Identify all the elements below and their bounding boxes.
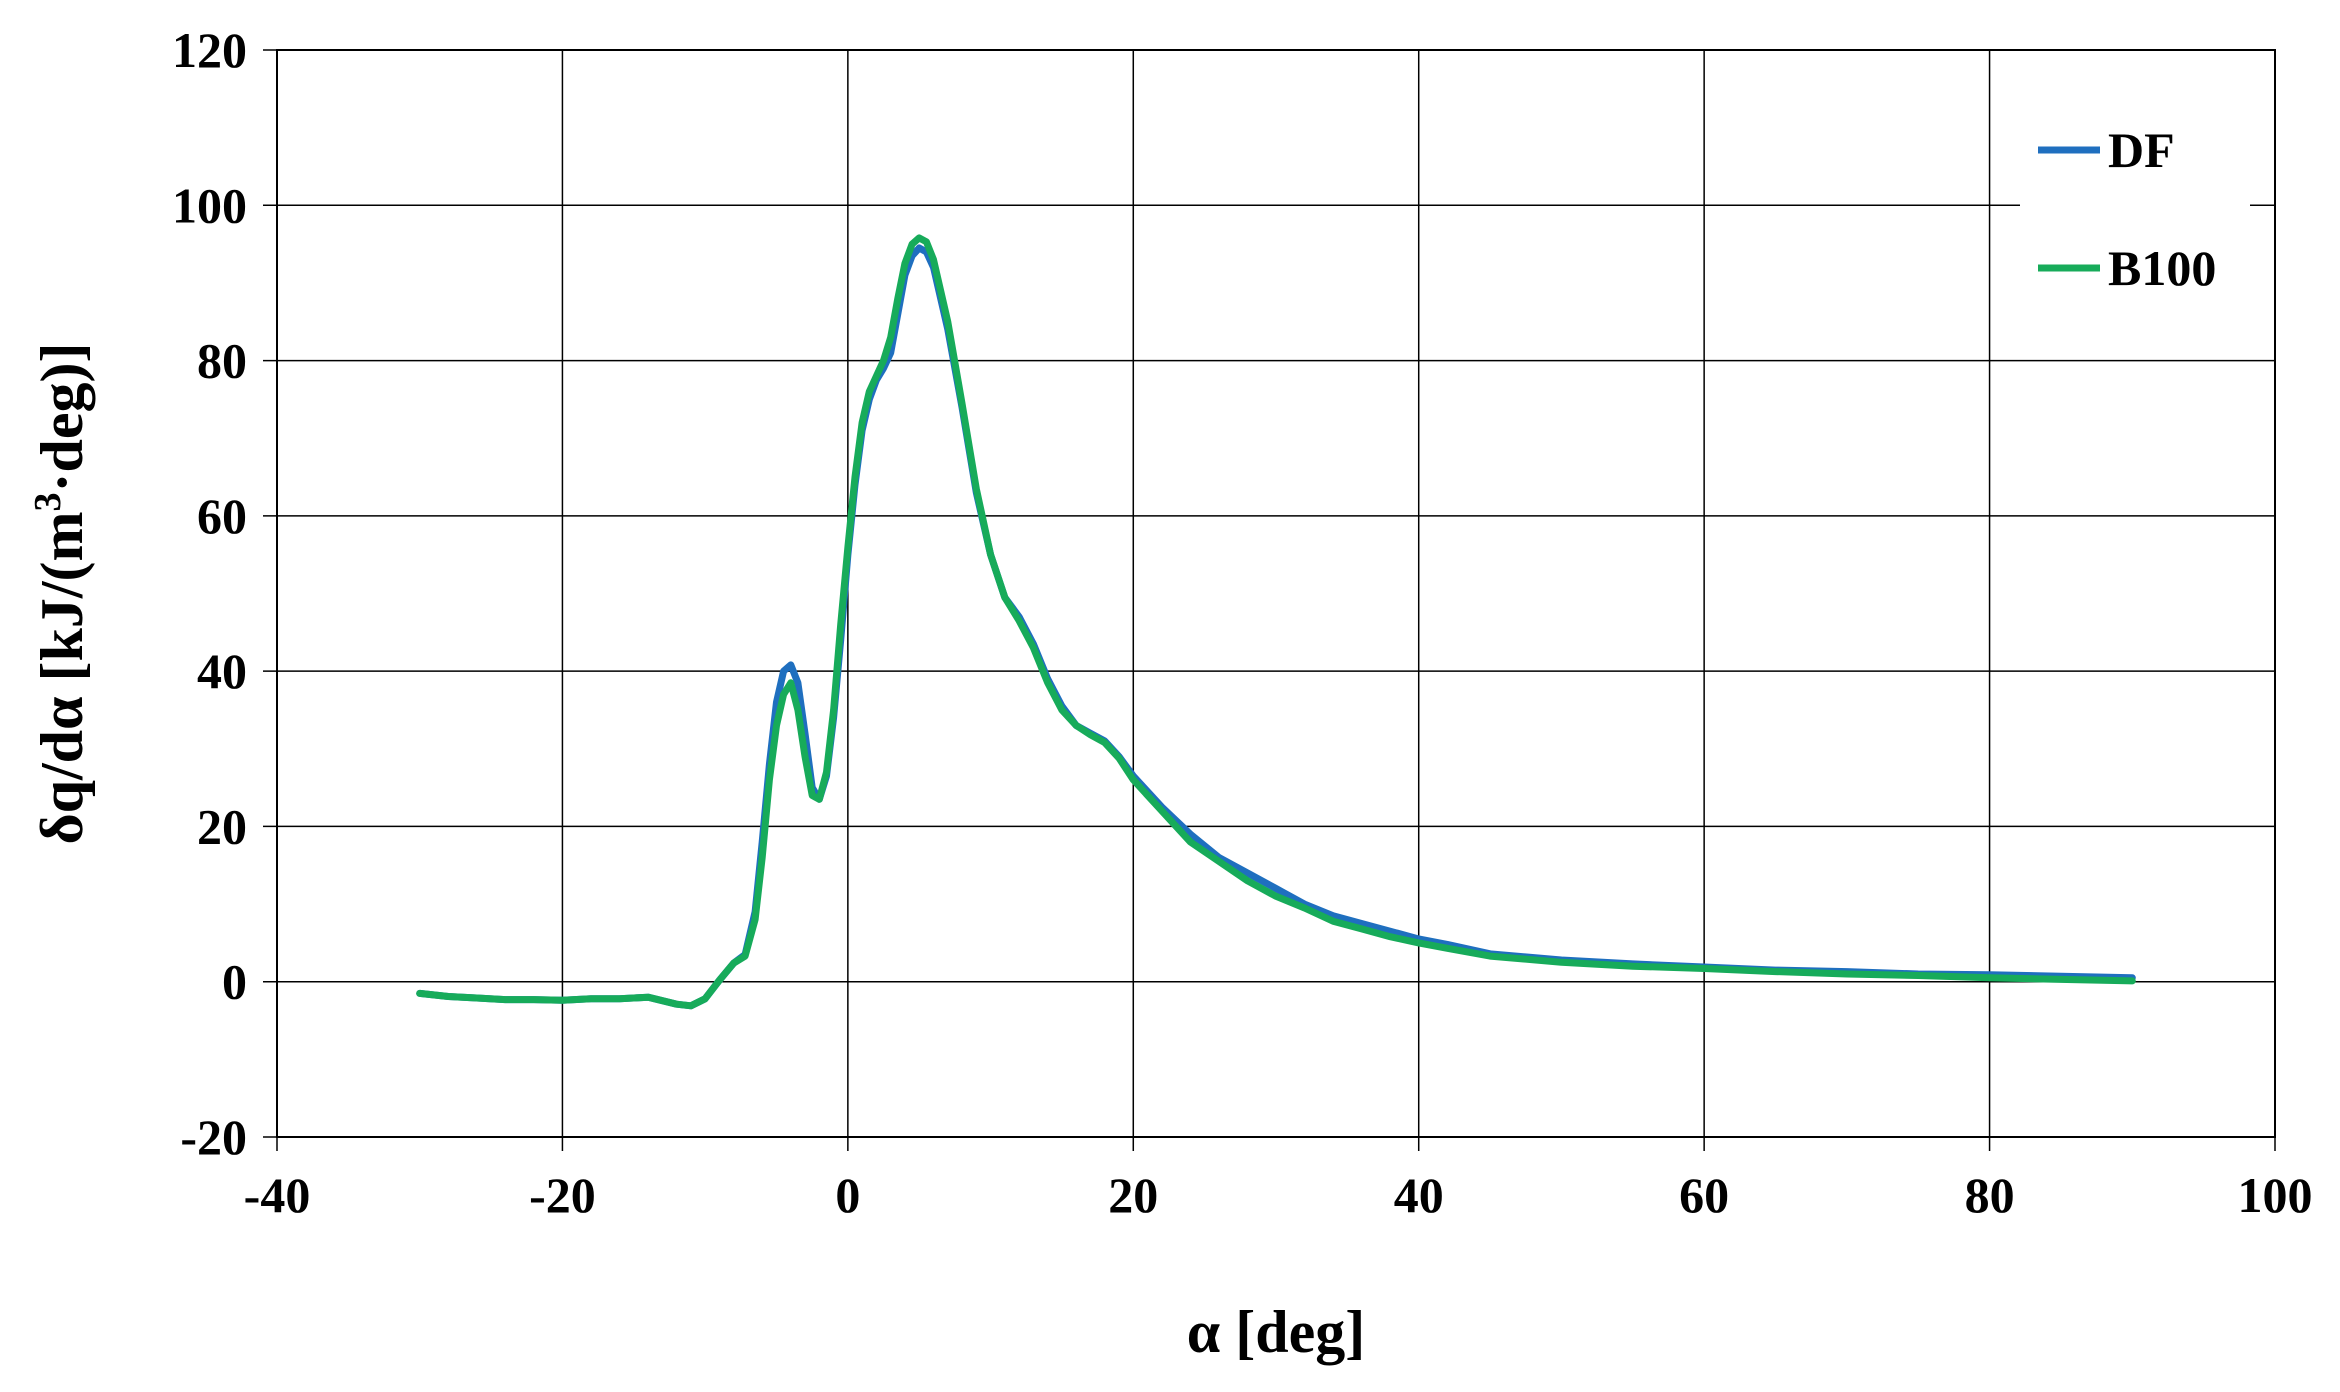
x-tick-labels: -40 -20 0 20 40 60 80 100 [244, 1167, 2313, 1223]
x-tick-label: 60 [1679, 1167, 1729, 1223]
x-tick-label: 100 [2238, 1167, 2313, 1223]
y-tick-label: 100 [172, 177, 247, 233]
series-line-b100 [416, 234, 2136, 1010]
x-tick-label: -20 [529, 1167, 596, 1223]
plot-area-frame [276, 49, 2276, 1138]
x-tick-label: 20 [1108, 1167, 1158, 1223]
y-tick-label: 40 [197, 643, 247, 699]
legend-label-df: DF [2108, 122, 2175, 178]
legend-label-b100: B100 [2108, 240, 2216, 296]
y-tick-label: 20 [197, 798, 247, 854]
y-tick-labels: -20 0 20 40 60 80 100 120 [172, 22, 247, 1165]
y-axis-title: δq/dα [kJ/(m3·deg)] [27, 342, 95, 844]
x-tick-label: 80 [1965, 1167, 2015, 1223]
y-tick-label: 0 [222, 954, 247, 1010]
y-tick-label: 120 [172, 22, 247, 78]
x-tick-label: 40 [1394, 1167, 1444, 1223]
y-axis-title-main: δq/dα [kJ/(m [29, 511, 95, 844]
y-axis-title-superscript: 3 [27, 492, 69, 511]
series-lines [416, 234, 2136, 1010]
y-tick-label: -20 [180, 1109, 247, 1165]
legend: DF B100 [2020, 100, 2250, 300]
x-tick-label: -40 [244, 1167, 311, 1223]
y-tick-label: 80 [197, 333, 247, 389]
y-tick-label: 60 [197, 488, 247, 544]
x-tick-label: 0 [835, 1167, 860, 1223]
x-axis-title: α [deg] [1187, 1299, 1365, 1365]
y-axis-title-tail: ·deg)] [29, 342, 95, 492]
